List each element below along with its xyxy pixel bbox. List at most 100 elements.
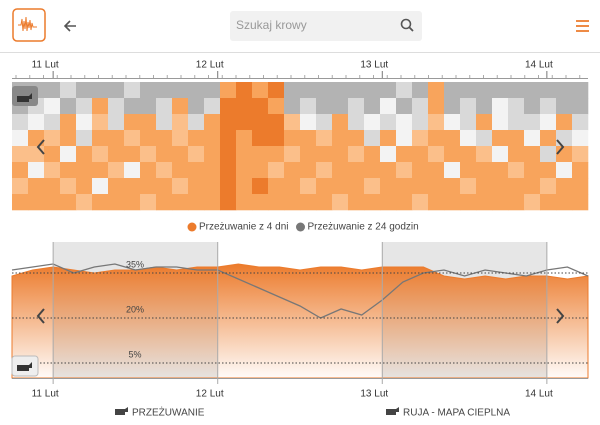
heat-cell [124, 178, 141, 195]
heat-cell [540, 98, 557, 115]
heat-cell [428, 162, 445, 179]
heat-cell [476, 194, 493, 211]
heat-cell [220, 178, 237, 195]
x-tick-label: 12 Lut [196, 60, 224, 71]
heat-cell [172, 162, 189, 179]
heat-cell [92, 146, 109, 163]
heat-cell [444, 178, 461, 195]
heat-cell [412, 194, 429, 211]
heat-cell [460, 146, 477, 163]
heat-cell [508, 194, 525, 211]
heat-cell [188, 146, 205, 163]
heat-cell [44, 162, 61, 179]
tab[interactable]: RUJA - MAPA CIEPLNA [403, 408, 510, 419]
heat-cell [76, 98, 93, 115]
tab-icon [386, 407, 399, 415]
heat-cell [156, 146, 173, 163]
heat-cell [572, 82, 589, 99]
heat-cell [108, 130, 125, 147]
heat-cell [444, 98, 461, 115]
heat-cell [268, 82, 285, 99]
heat-cell [124, 114, 141, 131]
heat-cell [92, 162, 109, 179]
heat-cell [268, 178, 285, 195]
chart-next[interactable] [556, 308, 565, 324]
heat-cell [572, 98, 589, 115]
heat-cell [396, 146, 413, 163]
tab[interactable]: PRZEŻUWANIE [132, 406, 205, 419]
heat-cell [204, 178, 221, 195]
heat-cell [188, 98, 205, 115]
heat-cell [348, 162, 365, 179]
heat-cell [236, 194, 253, 211]
heat-cell [284, 114, 301, 131]
heat-cell [396, 194, 413, 211]
heat-cell [556, 194, 573, 211]
heat-cell [316, 82, 333, 99]
heat-cell [556, 130, 573, 147]
heat-cell [156, 178, 173, 195]
heat-cell [172, 130, 189, 147]
heat-cell [236, 130, 253, 147]
heat-cell [316, 114, 333, 131]
search-icon[interactable] [400, 18, 412, 30]
heat-cell [44, 130, 61, 147]
heat-cell [508, 162, 525, 179]
heat-cell [476, 114, 493, 131]
heat-cell [140, 98, 157, 115]
heatmap-next[interactable] [556, 139, 565, 155]
heat-cell [220, 162, 237, 179]
heat-cell [76, 114, 93, 131]
heat-cell [204, 146, 221, 163]
heat-cell [92, 130, 109, 147]
heat-cell [28, 178, 45, 195]
heat-cell [108, 162, 125, 179]
heat-cell [316, 98, 333, 115]
heat-cell [380, 82, 397, 99]
heat-cell [76, 194, 93, 211]
x-tick-label: 13 Lut [360, 60, 388, 71]
heat-cell [364, 82, 381, 99]
heat-cell [92, 194, 109, 211]
chart-prev[interactable] [36, 308, 45, 324]
heatmap-prev[interactable] [36, 139, 45, 155]
heat-cell [12, 178, 29, 195]
heat-cell [188, 114, 205, 131]
heat-cell [204, 130, 221, 147]
back-button[interactable] [63, 20, 76, 32]
heat-cell [556, 178, 573, 195]
heat-cell [316, 162, 333, 179]
heat-cell [268, 114, 285, 131]
heat-cell [124, 130, 141, 147]
heat-cell [492, 114, 509, 131]
search-box[interactable] [230, 11, 422, 41]
heat-cell [396, 114, 413, 131]
tab-icon [115, 407, 128, 415]
heat-cell [380, 130, 397, 147]
y-tick-label: 20% [126, 304, 144, 314]
heat-cell [76, 146, 93, 163]
heat-cell [44, 114, 61, 131]
heat-cell [428, 130, 445, 147]
heat-cell [60, 98, 77, 115]
menu-button[interactable] [576, 20, 589, 32]
heat-cell [572, 114, 589, 131]
heat-cell [188, 194, 205, 211]
heat-cell [316, 130, 333, 147]
heat-cell [140, 194, 157, 211]
heat-cell [524, 146, 541, 163]
heat-cell [188, 82, 205, 99]
heat-cell [572, 130, 589, 147]
heat-cell [156, 82, 173, 99]
heat-cell [252, 98, 269, 115]
heat-cell [124, 146, 141, 163]
heat-cell [380, 194, 397, 211]
heat-cell [364, 162, 381, 179]
heat-cell [108, 114, 125, 131]
heat-cell [492, 82, 509, 99]
heat-cell [172, 98, 189, 115]
heat-cell [508, 98, 525, 115]
heat-cell [28, 194, 45, 211]
x-tick-label: 13 Lut [360, 389, 388, 400]
heat-cell [444, 194, 461, 211]
